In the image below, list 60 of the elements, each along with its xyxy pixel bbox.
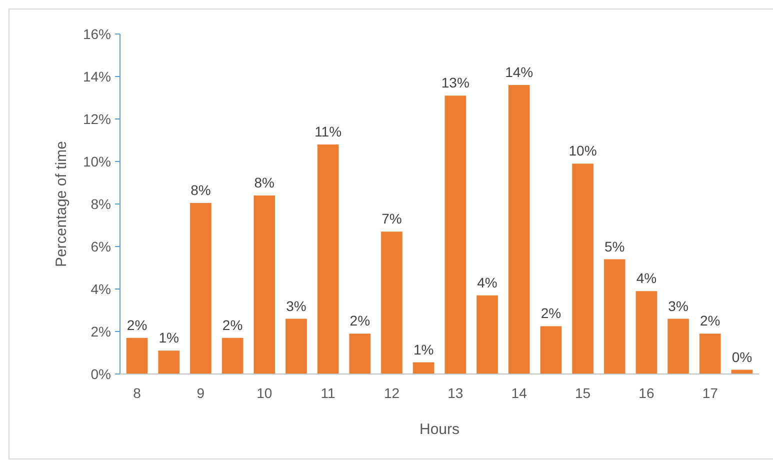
data-label: 3% (286, 298, 306, 314)
bar (668, 318, 689, 374)
x-tick-label: 15 (574, 385, 591, 401)
data-label: 14% (505, 64, 534, 80)
data-label: 5% (604, 238, 625, 254)
data-label: 10% (568, 142, 597, 159)
bar (572, 164, 594, 374)
bar (317, 144, 339, 374)
bar (699, 334, 721, 374)
y-tick-label: 2% (90, 323, 111, 340)
x-tick-label: 10 (256, 385, 272, 401)
data-label: 13% (441, 74, 470, 91)
data-label: 2% (350, 312, 370, 329)
data-label: 1% (413, 341, 434, 358)
x-tick-label: 17 (702, 385, 718, 401)
data-label: 4% (636, 270, 657, 286)
x-tick-label: 16 (638, 385, 654, 401)
bar (126, 338, 148, 374)
x-tick-label: 9 (196, 385, 205, 401)
y-tick-label: 12% (82, 110, 111, 127)
bar (444, 96, 466, 374)
bar (508, 85, 530, 374)
data-label: 2% (126, 316, 148, 333)
y-axis-title: Percentage of time (53, 141, 70, 267)
bar (349, 334, 371, 374)
data-label: 2% (700, 312, 720, 329)
bar (604, 259, 626, 374)
data-label: 8% (254, 174, 275, 190)
data-label: 0% (732, 348, 752, 365)
y-tick-label: 0% (90, 366, 111, 382)
bar (286, 318, 307, 374)
bar (222, 338, 244, 374)
bar (381, 232, 402, 374)
x-tick-label: 12 (384, 385, 400, 401)
data-label: 2% (222, 316, 243, 333)
bar (254, 196, 276, 374)
data-label: 2% (540, 305, 562, 322)
bar (412, 362, 434, 374)
x-tick-label: 14 (511, 385, 528, 401)
y-tick-label: 16% (82, 26, 111, 42)
data-label: 3% (668, 298, 688, 314)
bar (476, 295, 498, 374)
y-tick-label: 6% (90, 238, 111, 254)
y-tick-label: 10% (82, 153, 111, 170)
bar (190, 202, 212, 374)
x-tick-label: 13 (448, 385, 464, 401)
data-label: 11% (314, 124, 342, 140)
bar (636, 291, 658, 374)
y-tick-label: 14% (82, 68, 111, 84)
y-tick-label: 4% (90, 280, 111, 297)
bar (540, 326, 562, 374)
x-tick-label: 8 (133, 385, 142, 401)
bar (158, 350, 180, 374)
data-label: 7% (382, 210, 402, 227)
x-axis-title: Hours (419, 421, 460, 438)
data-label: 1% (158, 330, 179, 346)
data-label: 8% (190, 182, 211, 198)
data-label: 4% (477, 274, 498, 290)
x-tick-label: 11 (320, 385, 336, 401)
y-tick-label: 8% (90, 196, 111, 212)
